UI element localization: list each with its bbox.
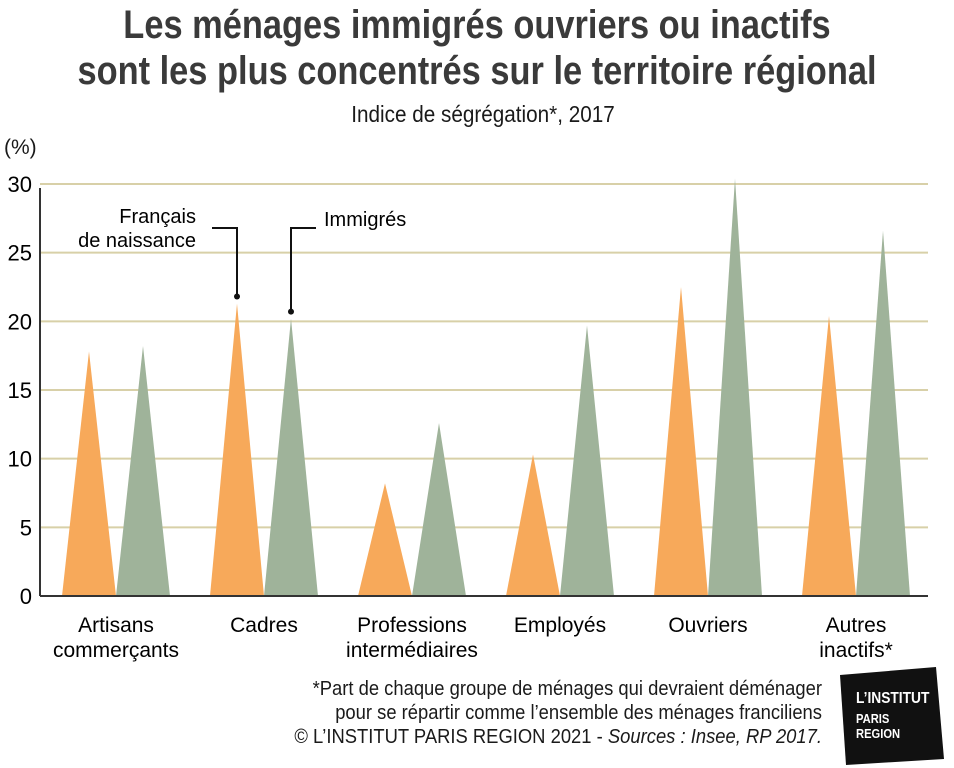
bar-francais-1 bbox=[210, 303, 264, 596]
y-tick-label: 30 bbox=[8, 172, 32, 197]
annotation-francais-line2: de naissance bbox=[78, 230, 196, 252]
logo-line1: L’INSTITUT bbox=[856, 690, 930, 707]
annotation-immigres: Immigrés bbox=[324, 209, 406, 231]
footnote-copyright: © L’INSTITUT PARIS REGION 2021 - bbox=[294, 726, 608, 748]
category-label: intermédiaires bbox=[346, 639, 478, 662]
bar-francais-0 bbox=[62, 351, 116, 596]
footnote-source: © L’INSTITUT PARIS REGION 2021 - Sources… bbox=[259, 726, 822, 748]
category-label: inactifs* bbox=[819, 639, 893, 662]
bar-immigres-5 bbox=[856, 230, 910, 596]
leader-line-francais bbox=[212, 227, 238, 297]
y-tick-label: 25 bbox=[8, 241, 32, 266]
annotation-francais-line1: Français bbox=[119, 206, 196, 228]
bar-francais-4 bbox=[654, 287, 708, 596]
y-tick-label: 0 bbox=[20, 584, 32, 609]
chart-title-line2: sont les plus concentrés sur le territoi… bbox=[77, 49, 877, 93]
category-label: commerçants bbox=[53, 639, 179, 662]
bar-immigres-3 bbox=[560, 325, 614, 596]
y-tick-label: 5 bbox=[20, 515, 32, 540]
logo-line3: REGION bbox=[856, 726, 901, 741]
leader-line-immigres bbox=[290, 227, 316, 312]
institut-logo bbox=[840, 667, 944, 765]
category-label: Ouvriers bbox=[668, 614, 747, 637]
leader-dot-immigres bbox=[288, 308, 294, 315]
footnote-sources: Sources : Insee, RP 2017. bbox=[607, 726, 822, 748]
y-tick-label: 20 bbox=[8, 309, 32, 334]
y-tick-label: 10 bbox=[8, 447, 32, 472]
bar-immigres-0 bbox=[116, 346, 170, 596]
footnote-line1: *Part de chaque groupe de ménages qui de… bbox=[312, 678, 822, 700]
category-label: Artisans bbox=[78, 614, 154, 637]
category-label: Cadres bbox=[230, 614, 298, 637]
chart-title-line1: Les ménages immigrés ouvriers ou inactif… bbox=[123, 3, 831, 47]
chart-subtitle: Indice de ségrégation*, 2017 bbox=[351, 101, 615, 127]
category-label: Employés bbox=[514, 614, 606, 637]
category-label: Professions bbox=[357, 614, 467, 637]
y-tick-label: 15 bbox=[8, 378, 32, 403]
category-label: Autres bbox=[826, 614, 887, 637]
bar-francais-2 bbox=[358, 483, 412, 596]
bar-francais-3 bbox=[506, 454, 560, 596]
bar-immigres-1 bbox=[264, 318, 318, 596]
bar-immigres-2 bbox=[412, 422, 466, 596]
footnote-line2: pour se répartir comme l’ensemble des mé… bbox=[335, 702, 822, 724]
y-axis-unit: (%) bbox=[4, 136, 37, 159]
leader-dot-francais bbox=[234, 293, 240, 300]
logo-line2: PARIS bbox=[856, 711, 890, 726]
bar-immigres-4 bbox=[708, 178, 762, 597]
bar-francais-5 bbox=[802, 315, 856, 596]
